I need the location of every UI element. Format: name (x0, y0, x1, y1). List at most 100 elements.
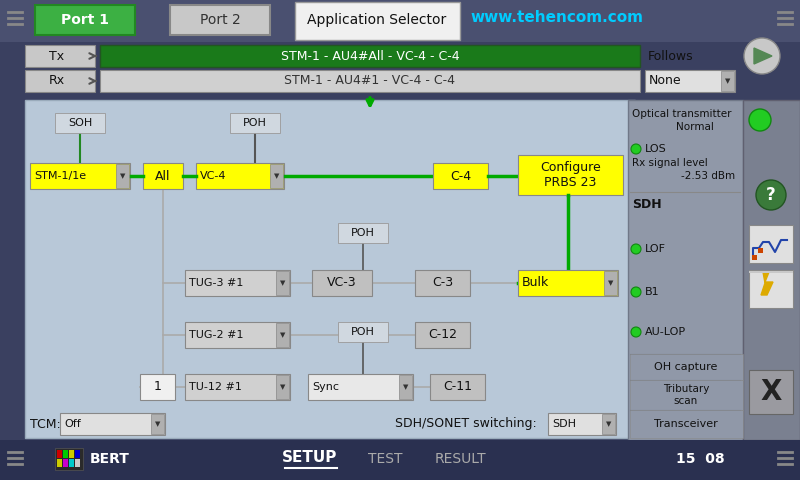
Polygon shape (754, 48, 772, 64)
Bar (55, 448, 83, 470)
Bar (518, 155, 623, 195)
Text: None: None (649, 74, 682, 87)
Text: AU-LOP: AU-LOP (645, 327, 686, 337)
Bar (752, 255, 757, 260)
Text: C-12: C-12 (428, 328, 457, 341)
Bar (276, 323, 289, 347)
Text: All: All (155, 169, 170, 182)
Text: ▼: ▼ (155, 421, 161, 427)
Text: Normal: Normal (676, 122, 714, 132)
Bar (25, 45, 95, 67)
Circle shape (749, 109, 771, 131)
Bar (433, 163, 488, 189)
Text: STM-1/1e: STM-1/1e (34, 171, 86, 181)
Bar (308, 374, 413, 400)
Text: C-4: C-4 (450, 169, 471, 182)
Text: -2.53 dBm: -2.53 dBm (681, 171, 735, 181)
Text: C-3: C-3 (432, 276, 453, 289)
Text: TU-12 #1: TU-12 #1 (189, 382, 242, 392)
Circle shape (631, 144, 641, 154)
Polygon shape (761, 272, 773, 295)
Text: POH: POH (351, 228, 375, 238)
Bar (630, 354, 743, 380)
Bar (151, 414, 164, 434)
Text: Follows: Follows (648, 49, 694, 62)
Bar (60, 413, 165, 435)
Text: ?: ? (766, 186, 776, 204)
Text: ▼: ▼ (274, 173, 280, 179)
Text: www.tehencom.com: www.tehencom.com (470, 11, 643, 25)
Text: LOS: LOS (645, 144, 666, 154)
Bar (75, 450, 80, 458)
Circle shape (631, 244, 641, 254)
Bar (430, 374, 485, 400)
Text: ▼: ▼ (403, 384, 409, 390)
Text: VC-3: VC-3 (327, 276, 357, 289)
Text: SOH: SOH (68, 118, 92, 128)
Bar (604, 271, 617, 295)
Text: Optical transmitter: Optical transmitter (632, 109, 731, 119)
Text: Transceiver: Transceiver (654, 419, 718, 429)
Text: ▼: ▼ (608, 280, 614, 286)
Text: BERT: BERT (90, 452, 130, 466)
Text: Off: Off (64, 419, 81, 429)
Bar (35, 5, 135, 35)
Text: RESULT: RESULT (434, 452, 486, 466)
Bar (185, 322, 290, 348)
Bar (749, 370, 793, 414)
Text: Tributary
scan: Tributary scan (663, 384, 709, 406)
Circle shape (631, 287, 641, 297)
Bar (276, 271, 289, 295)
Text: 15  08: 15 08 (676, 452, 724, 466)
Bar (749, 225, 793, 263)
Circle shape (756, 180, 786, 210)
Text: Application Selector: Application Selector (307, 13, 446, 27)
Text: SDH/SONET switching:: SDH/SONET switching: (395, 418, 537, 431)
Text: SETUP: SETUP (282, 451, 338, 466)
Text: TUG-3 #1: TUG-3 #1 (189, 278, 243, 288)
Text: B1: B1 (645, 287, 660, 297)
Bar (630, 380, 743, 410)
Text: ▼: ▼ (726, 78, 730, 84)
Text: Rx: Rx (49, 74, 65, 87)
Circle shape (631, 327, 641, 337)
Bar (749, 271, 793, 273)
Text: Configure
PRBS 23: Configure PRBS 23 (540, 161, 601, 189)
Bar (100, 45, 640, 67)
Text: Bulk: Bulk (522, 276, 550, 289)
Bar (140, 374, 175, 400)
Bar (196, 163, 284, 189)
Bar (628, 100, 743, 440)
Text: OH capture: OH capture (654, 362, 718, 372)
Bar (312, 270, 372, 296)
Text: ▼: ▼ (120, 173, 126, 179)
Bar (645, 70, 735, 92)
Bar (415, 322, 470, 348)
Bar (63, 450, 68, 458)
Text: C-11: C-11 (443, 381, 472, 394)
Bar (25, 100, 635, 438)
Text: SDH: SDH (632, 197, 662, 211)
Text: LOF: LOF (645, 244, 666, 254)
Bar (338, 223, 388, 243)
Text: STM-1 - AU4#All - VC-4 - C-4: STM-1 - AU4#All - VC-4 - C-4 (281, 49, 459, 62)
Text: VC-4: VC-4 (200, 171, 226, 181)
Text: POH: POH (351, 327, 375, 337)
Text: ▼: ▼ (280, 332, 286, 338)
Text: POH: POH (243, 118, 267, 128)
Text: ▼: ▼ (606, 421, 612, 427)
Text: X: X (760, 378, 782, 406)
Text: TCM:: TCM: (30, 418, 61, 431)
Bar (143, 163, 183, 189)
Text: SDH: SDH (552, 419, 576, 429)
Bar (55, 113, 105, 133)
Text: Port 2: Port 2 (200, 13, 240, 27)
Bar (276, 375, 289, 399)
Circle shape (744, 38, 780, 74)
Bar (57, 450, 62, 458)
Text: Port 1: Port 1 (61, 13, 109, 27)
Text: ▼: ▼ (280, 280, 286, 286)
Bar (399, 375, 412, 399)
Bar (338, 322, 388, 342)
Text: ▼: ▼ (280, 384, 286, 390)
